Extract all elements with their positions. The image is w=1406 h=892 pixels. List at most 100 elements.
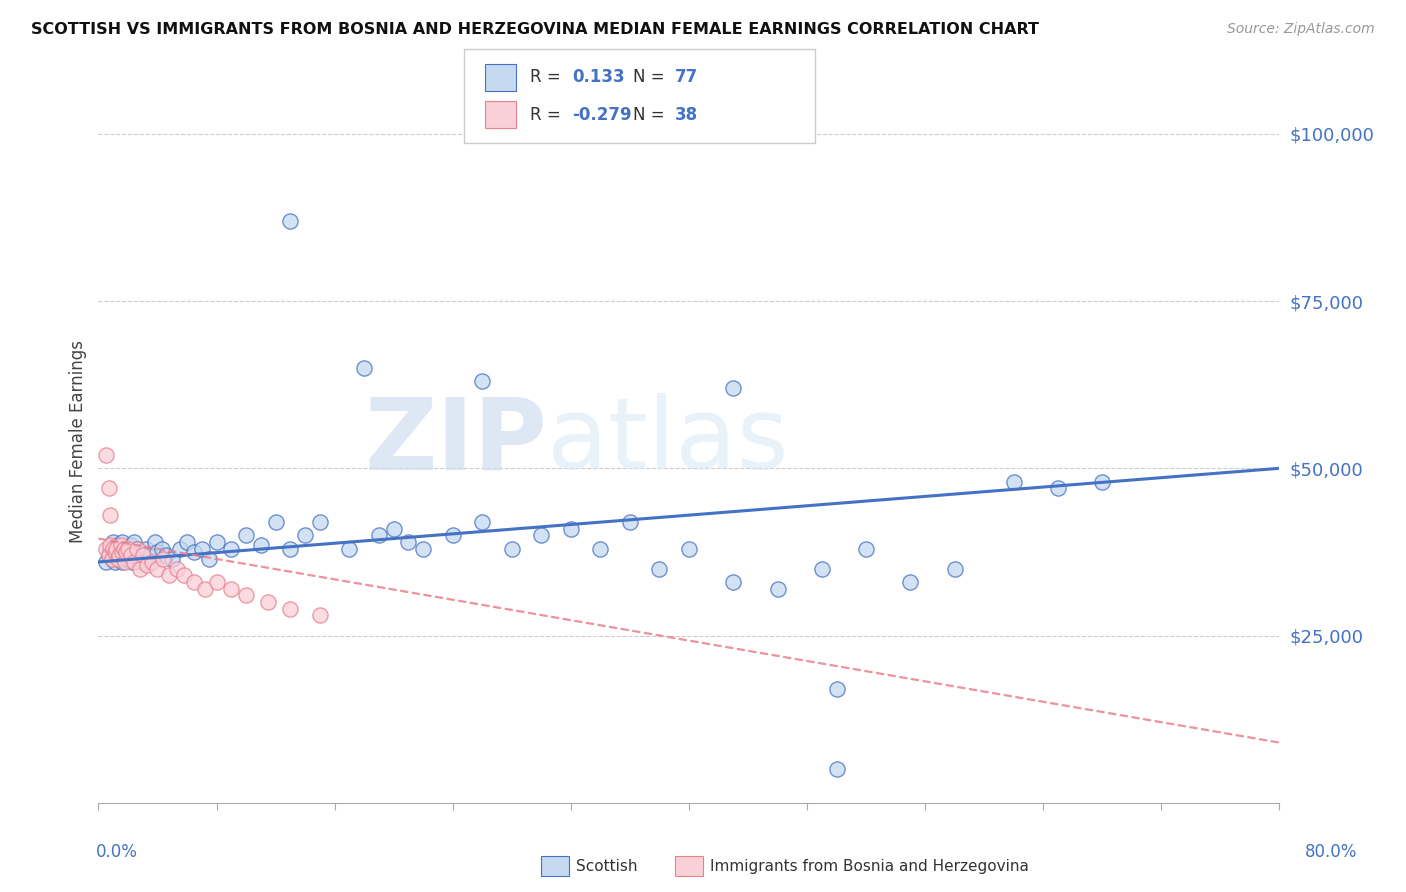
Point	[112, 541, 135, 556]
Point	[723, 381, 745, 395]
Point	[111, 545, 134, 559]
Point	[122, 555, 145, 569]
Point	[103, 541, 125, 556]
Point	[94, 448, 117, 462]
Point	[678, 541, 700, 556]
Point	[157, 568, 180, 582]
Point	[125, 541, 148, 556]
Text: 38: 38	[675, 105, 697, 123]
Point	[141, 555, 163, 569]
Point	[135, 541, 157, 556]
Point	[111, 534, 134, 549]
Point	[100, 551, 122, 566]
Point	[114, 555, 136, 569]
Point	[589, 541, 612, 556]
Point	[105, 541, 128, 556]
Point	[150, 541, 173, 556]
Point	[114, 541, 136, 556]
Point	[368, 528, 391, 542]
Point	[103, 545, 125, 559]
Point	[257, 595, 280, 609]
Point	[1046, 482, 1070, 496]
Point	[441, 528, 464, 542]
Point	[183, 545, 205, 559]
Point	[108, 548, 131, 563]
Point	[825, 762, 848, 776]
Point	[139, 548, 162, 563]
Point	[128, 545, 150, 559]
Point	[110, 541, 132, 556]
Point	[105, 541, 128, 556]
Point	[105, 548, 128, 563]
Point	[280, 541, 302, 556]
Point	[169, 541, 191, 556]
Text: Immigrants from Bosnia and Herzegovina: Immigrants from Bosnia and Herzegovina	[710, 859, 1029, 873]
Point	[107, 551, 129, 566]
Point	[97, 548, 120, 563]
Point	[155, 548, 177, 563]
Point	[115, 548, 138, 563]
Point	[398, 534, 420, 549]
Point	[1091, 475, 1114, 489]
Point	[114, 551, 136, 566]
Point	[294, 528, 316, 542]
Point	[198, 551, 221, 566]
Point	[943, 562, 966, 576]
Text: SCOTTISH VS IMMIGRANTS FROM BOSNIA AND HERZEGOVINA MEDIAN FEMALE EARNINGS CORREL: SCOTTISH VS IMMIGRANTS FROM BOSNIA AND H…	[31, 22, 1039, 37]
Point	[115, 545, 138, 559]
Point	[183, 575, 205, 590]
Text: R =: R =	[530, 69, 567, 87]
Text: 0.0%: 0.0%	[96, 843, 138, 861]
Point	[125, 541, 148, 556]
Point	[103, 534, 125, 549]
Text: N =: N =	[633, 105, 669, 123]
Point	[98, 538, 121, 552]
Point	[810, 562, 832, 576]
Point	[118, 548, 141, 563]
Point	[124, 548, 146, 563]
Point	[97, 548, 120, 563]
Point	[117, 541, 139, 556]
Point	[152, 551, 174, 566]
Point	[110, 538, 132, 552]
Point	[900, 575, 922, 590]
Point	[132, 555, 155, 569]
Point	[97, 482, 120, 496]
Text: 77: 77	[675, 69, 699, 87]
Point	[108, 551, 131, 566]
Point	[471, 515, 494, 529]
Point	[353, 361, 375, 376]
Text: R =: R =	[530, 105, 567, 123]
Point	[98, 508, 121, 523]
Point	[143, 534, 166, 549]
Point	[723, 575, 745, 590]
Point	[112, 545, 135, 559]
Point	[205, 534, 228, 549]
Point	[825, 681, 848, 696]
Point	[235, 589, 257, 603]
Point	[94, 555, 117, 569]
Point	[855, 541, 877, 556]
Point	[560, 521, 582, 535]
Point	[136, 558, 159, 573]
Y-axis label: Median Female Earnings: Median Female Earnings	[69, 340, 87, 543]
Text: -0.279: -0.279	[572, 105, 631, 123]
Point	[194, 582, 217, 596]
Point	[98, 541, 121, 556]
Point	[309, 608, 332, 623]
Point	[94, 541, 117, 556]
Point	[104, 555, 127, 569]
Point	[382, 521, 405, 535]
Point	[120, 538, 142, 552]
Text: atlas: atlas	[547, 393, 789, 490]
Point	[111, 555, 134, 569]
Point	[250, 538, 273, 552]
Point	[104, 545, 127, 559]
Point	[264, 515, 287, 529]
Point	[117, 541, 139, 556]
Point	[205, 575, 228, 590]
Point	[107, 538, 129, 552]
Point	[280, 213, 302, 227]
Point	[162, 551, 183, 566]
Point	[132, 548, 155, 563]
